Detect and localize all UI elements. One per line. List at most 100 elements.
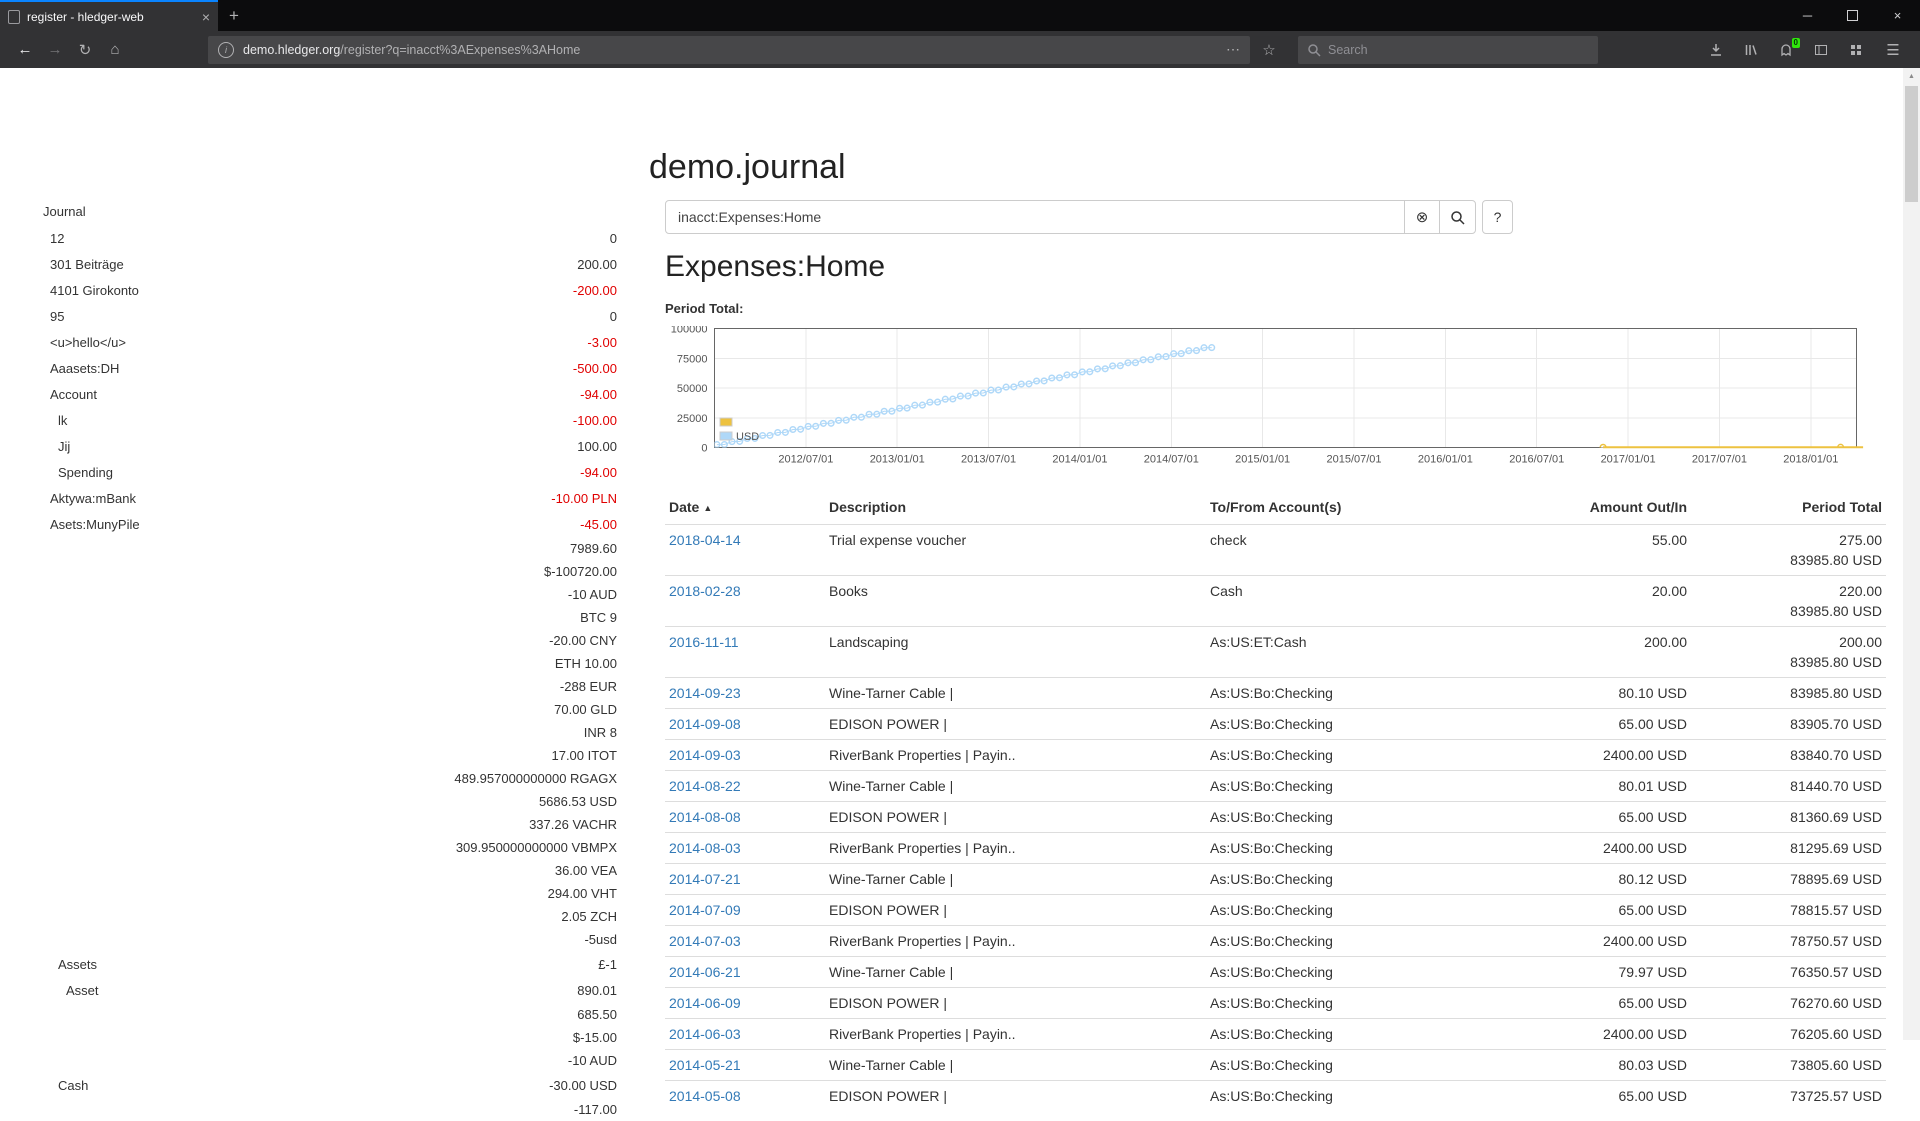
- transaction-row[interactable]: 2014-08-03 RiverBank Properties | Payin..…: [665, 832, 1886, 863]
- new-tab-button[interactable]: +: [229, 5, 239, 25]
- date-link[interactable]: 2014-06-09: [669, 995, 741, 1011]
- account-balance: -45.00: [580, 516, 617, 532]
- transaction-row[interactable]: 2014-06-09 EDISON POWER | As:US:Bo:Checkin…: [665, 987, 1886, 1018]
- library-button[interactable]: [1740, 37, 1762, 63]
- sidebar-journal-link[interactable]: Journal: [43, 204, 86, 219]
- account-link[interactable]: 95: [50, 308, 65, 324]
- date-link[interactable]: 2016-11-11: [669, 634, 739, 650]
- toolbar-icons: 0 ☰: [1705, 37, 1906, 63]
- account-row: ETH 10.00: [0, 652, 624, 675]
- date-link[interactable]: 2014-05-21: [669, 1057, 741, 1073]
- date-link[interactable]: 2014-05-08: [669, 1088, 741, 1104]
- site-info-icon[interactable]: i: [218, 41, 234, 58]
- account-link[interactable]: Account: [50, 386, 97, 402]
- transaction-row[interactable]: 2018-02-28 Books Cash 20.00 220.00 83985.80 U…: [665, 575, 1886, 626]
- date-cell: 2014-09-08: [665, 709, 825, 739]
- account-cell: As:US:Bo:Checking: [1210, 964, 1333, 980]
- date-link[interactable]: 2014-07-09: [669, 902, 741, 918]
- date-link[interactable]: 2014-07-03: [669, 933, 741, 949]
- home-button[interactable]: ⌂: [110, 41, 120, 58]
- transaction-row[interactable]: 2014-06-21 Wine-Tarner Cable | As:US:Bo:Ch…: [665, 956, 1886, 987]
- date-link[interactable]: 2014-09-23: [669, 685, 741, 701]
- page-scrollbar[interactable]: ▲: [1903, 68, 1920, 1040]
- menu-icon[interactable]: ☰: [1886, 41, 1900, 59]
- apps-button[interactable]: [1845, 37, 1867, 63]
- date-link[interactable]: 2018-04-14: [669, 532, 741, 548]
- date-link[interactable]: 2018-02-28: [669, 583, 741, 599]
- page-title: demo.journal: [649, 148, 846, 186]
- account-link[interactable]: Jij: [58, 438, 71, 454]
- account-link[interactable]: Aaasets:DH: [50, 360, 120, 376]
- reload-button[interactable]: ↻: [78, 41, 92, 59]
- account-link[interactable]: Cash: [58, 1077, 89, 1093]
- period-total-chart[interactable]: 0 25000 50000 75000 100000 2012/07/01 2013/01/…: [665, 326, 1886, 476]
- account-balance: 100.00: [577, 438, 617, 454]
- account-cell: As:US:Bo:Checking: [1210, 1057, 1333, 1073]
- account-balance: 337.26 VACHR: [529, 817, 617, 832]
- account-row: 70.00 GLD: [0, 698, 624, 721]
- transaction-row[interactable]: 2014-09-23 Wine-Tarner Cable | As:US:Bo:Ch…: [665, 677, 1886, 708]
- transaction-row[interactable]: 2014-06-03 RiverBank Properties | Payin..…: [665, 1018, 1886, 1049]
- account-link[interactable]: 12: [50, 230, 65, 246]
- transaction-row[interactable]: 2014-07-09 EDISON POWER | As:US:Bo:Checkin…: [665, 894, 1886, 925]
- date-link[interactable]: 2014-09-03: [669, 747, 741, 763]
- account-link[interactable]: 301 Beiträge: [50, 256, 124, 272]
- period-total-cell: 275.00 83985.80 USD: [1790, 532, 1882, 568]
- account-link[interactable]: lk: [58, 412, 68, 428]
- page-actions-icon[interactable]: ⋯: [1226, 41, 1240, 57]
- amount-cell: 2400.00 USD: [1602, 840, 1687, 856]
- downloads-button[interactable]: [1705, 37, 1727, 63]
- transaction-row[interactable]: 2014-08-22 Wine-Tarner Cable | As:US:Bo:Ch…: [665, 770, 1886, 801]
- transaction-row[interactable]: 2014-07-03 RiverBank Properties | Payin..…: [665, 925, 1886, 956]
- transaction-row[interactable]: 2014-09-08 EDISON POWER | As:US:Bo:Checkin…: [665, 708, 1886, 739]
- column-header-date[interactable]: Date ▲: [669, 499, 713, 515]
- forward-button[interactable]: →: [47, 41, 63, 58]
- clear-query-button[interactable]: ⊗: [1404, 200, 1440, 234]
- date-link[interactable]: 2014-09-08: [669, 716, 741, 732]
- sidebar-toggle-button[interactable]: [1810, 37, 1832, 63]
- transaction-row[interactable]: 2018-04-14 Trial expense voucher check 55.0…: [665, 524, 1886, 575]
- browser-tab[interactable]: register - hledger-web ×: [0, 0, 218, 31]
- account-link[interactable]: Asets:MunyPile: [50, 516, 140, 532]
- account-link[interactable]: Spending: [58, 464, 113, 480]
- date-cell: 2014-07-03: [665, 926, 825, 956]
- date-link[interactable]: 2014-06-03: [669, 1026, 741, 1042]
- account-balance: -10.00 PLN: [551, 490, 617, 506]
- transaction-row[interactable]: 2014-05-21 Wine-Tarner Cable | As:US:Bo:Ch…: [665, 1049, 1886, 1080]
- date-link[interactable]: 2014-07-21: [669, 871, 741, 887]
- window-minimize-button[interactable]: ─: [1802, 8, 1813, 23]
- description-cell: RiverBank Properties | Payin..: [829, 1026, 1016, 1042]
- back-button[interactable]: ←: [17, 41, 33, 58]
- query-input[interactable]: [665, 200, 1405, 234]
- scrollbar-up-arrow-icon[interactable]: ▲: [1908, 73, 1915, 80]
- date-link[interactable]: 2014-08-08: [669, 809, 741, 825]
- window-close-button[interactable]: ×: [1893, 8, 1902, 23]
- svg-text:2013/01/01: 2013/01/01: [870, 454, 925, 466]
- url-bar[interactable]: i demo.hledger.org/register?q=inacct%3AE…: [208, 35, 1250, 64]
- transaction-row[interactable]: 2014-07-21 Wine-Tarner Cable | As:US:Bo:Ch…: [665, 863, 1886, 894]
- help-button[interactable]: ?: [1482, 200, 1513, 234]
- transaction-row[interactable]: 2014-09-03 RiverBank Properties | Payin..…: [665, 739, 1886, 770]
- extension-button[interactable]: 0: [1775, 37, 1800, 63]
- account-link[interactable]: <u>hello</u>: [50, 334, 126, 350]
- browser-search-field[interactable]: Search: [1298, 35, 1598, 64]
- search-button[interactable]: [1439, 200, 1476, 234]
- account-link[interactable]: Aktywa:mBank: [50, 490, 136, 506]
- transaction-row[interactable]: 2016-11-11 Landscaping As:US:ET:Cash 200.00…: [665, 626, 1886, 677]
- bookmark-star-icon[interactable]: ☆: [1262, 41, 1276, 59]
- date-link[interactable]: 2014-08-22: [669, 778, 741, 794]
- transaction-row[interactable]: 2014-05-08 EDISON POWER | As:US:Bo:Checkin…: [665, 1080, 1886, 1111]
- account-link[interactable]: 4101 Girokonto: [50, 282, 139, 298]
- account-link[interactable]: Asset: [66, 982, 99, 998]
- period-total-cell: 83905.70 USD: [1790, 716, 1882, 732]
- account-cell: As:US:Bo:Checking: [1210, 902, 1333, 918]
- amount-cell: 80.12 USD: [1618, 871, 1687, 887]
- date-link[interactable]: 2014-06-21: [669, 964, 741, 980]
- account-link[interactable]: Assets: [58, 956, 98, 972]
- date-cell: 2014-05-21: [665, 1050, 825, 1080]
- date-link[interactable]: 2014-08-03: [669, 840, 741, 856]
- window-maximize-button[interactable]: [1830, 0, 1875, 31]
- transaction-row[interactable]: 2014-08-08 EDISON POWER | As:US:Bo:Checkin…: [665, 801, 1886, 832]
- scrollbar-thumb[interactable]: [1905, 86, 1918, 202]
- tab-close-icon[interactable]: ×: [201, 8, 210, 25]
